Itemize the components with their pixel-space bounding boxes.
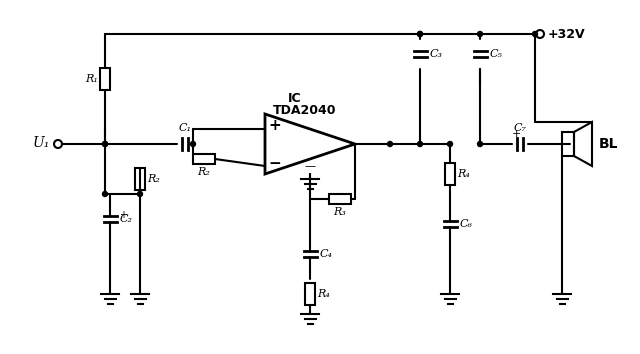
Bar bbox=[193, 154, 215, 164]
Text: C₁: C₁ bbox=[179, 123, 191, 133]
Bar bbox=[100, 68, 110, 90]
Circle shape bbox=[477, 142, 483, 147]
Text: +: + bbox=[511, 129, 521, 139]
Text: BL: BL bbox=[599, 137, 618, 151]
Bar bbox=[329, 194, 351, 204]
Circle shape bbox=[447, 142, 452, 147]
Circle shape bbox=[102, 142, 108, 147]
Polygon shape bbox=[265, 114, 355, 174]
Text: C₃: C₃ bbox=[429, 49, 442, 59]
Text: +: + bbox=[120, 210, 127, 220]
Text: C₇: C₇ bbox=[513, 123, 527, 133]
Text: R₂: R₂ bbox=[198, 167, 211, 177]
Circle shape bbox=[138, 192, 143, 196]
Circle shape bbox=[191, 142, 195, 147]
Text: R₁: R₁ bbox=[85, 74, 98, 84]
Text: R₃: R₃ bbox=[333, 207, 346, 217]
Circle shape bbox=[417, 142, 422, 147]
Text: R₂: R₂ bbox=[147, 174, 160, 184]
Circle shape bbox=[102, 142, 108, 147]
Text: C₄: C₄ bbox=[319, 249, 333, 259]
Circle shape bbox=[387, 142, 392, 147]
Bar bbox=[135, 168, 145, 190]
Text: U₁: U₁ bbox=[33, 136, 50, 150]
Text: C₆: C₆ bbox=[460, 219, 472, 229]
Text: +: + bbox=[269, 119, 282, 133]
Circle shape bbox=[477, 32, 483, 36]
Text: R₄: R₄ bbox=[457, 169, 470, 179]
Circle shape bbox=[532, 32, 538, 36]
Text: C₂: C₂ bbox=[120, 214, 132, 224]
Text: R₄: R₄ bbox=[317, 289, 330, 299]
Circle shape bbox=[417, 32, 422, 36]
Text: +32V: +32V bbox=[548, 28, 586, 40]
Text: C₅: C₅ bbox=[490, 49, 502, 59]
Text: −: − bbox=[269, 156, 282, 171]
Bar bbox=[562, 132, 574, 156]
Bar bbox=[445, 163, 455, 185]
Circle shape bbox=[417, 32, 422, 36]
Text: —: — bbox=[305, 161, 316, 171]
Text: IC: IC bbox=[288, 92, 302, 105]
Text: TDA2040: TDA2040 bbox=[273, 103, 337, 116]
Bar bbox=[305, 283, 315, 305]
Circle shape bbox=[102, 192, 108, 196]
